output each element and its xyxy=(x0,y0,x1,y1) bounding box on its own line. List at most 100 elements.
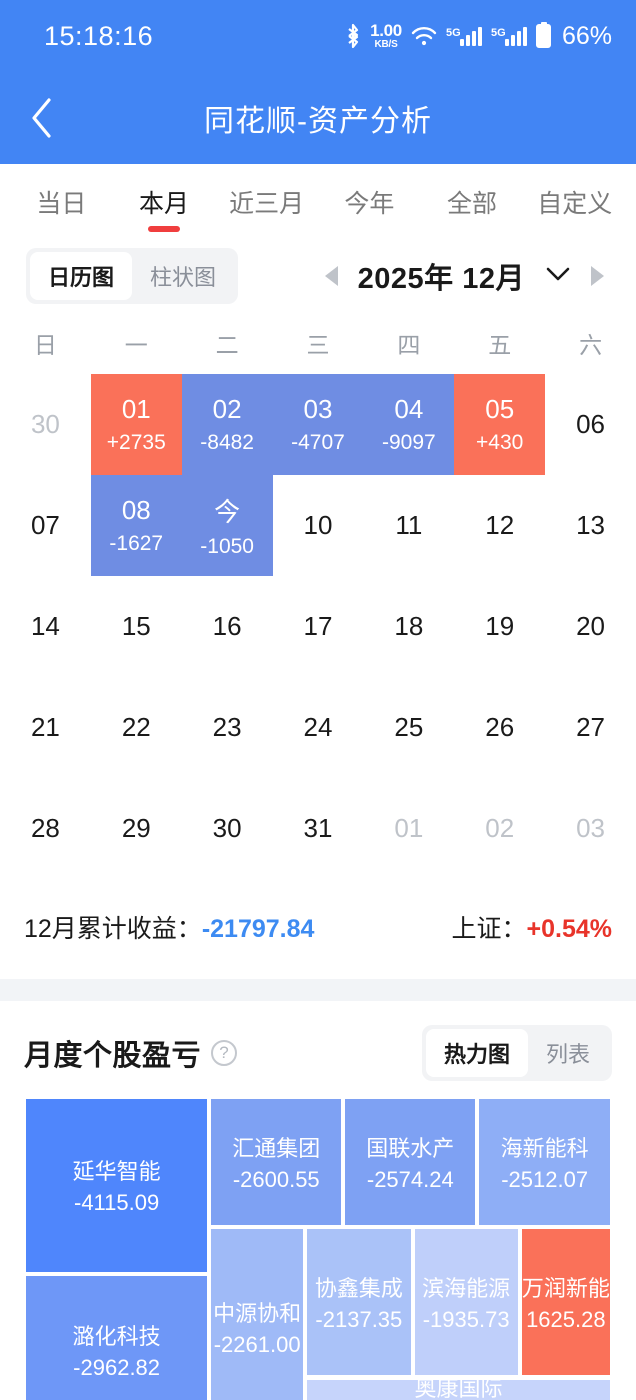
next-month-button[interactable] xyxy=(591,266,604,286)
stock-treemap: 延华智能 -4115.09 潞化科技 -2962.82 汇通集团 -2600.55 国联水产… xyxy=(24,1097,612,1400)
bluetooth-icon xyxy=(345,23,361,49)
chart-view-toggle: 日历图 柱状图 xyxy=(26,248,239,304)
chevron-down-icon xyxy=(545,267,571,286)
calendar-day-cell[interactable]: 06 xyxy=(545,374,636,475)
treemap-tile-value: -2261.00 xyxy=(213,1332,301,1358)
calendar-day-cell[interactable]: 12 xyxy=(454,475,545,576)
treemap-tile[interactable]: 国联水产 -2574.24 xyxy=(343,1097,478,1228)
cumulative-profit-label: 12月累计收益： xyxy=(24,915,202,943)
calendar-day-number: 今 xyxy=(214,497,241,527)
treemap-tile[interactable]: 中源协和 -2261.00 xyxy=(209,1227,306,1400)
view-mode-list[interactable]: 列表 xyxy=(545,1042,590,1067)
treemap-tile[interactable]: 汇通集团 -2600.55 xyxy=(209,1097,344,1228)
calendar-day-cell[interactable]: 23 xyxy=(182,677,273,778)
stock-view-toggle: 热力图 列表 xyxy=(421,1025,612,1081)
calendar-day-cell[interactable]: 04 -9097 xyxy=(363,374,455,475)
calendar-day-cell[interactable]: 02 -8482 xyxy=(181,374,273,475)
sim1-network-label: 5G xyxy=(445,26,461,39)
treemap-tile[interactable]: 滨海能源 -1935.73 xyxy=(412,1227,520,1378)
calendar-day-cell[interactable]: 今 -1050 xyxy=(181,475,273,576)
calendar-day-cell[interactable]: 27 xyxy=(545,677,636,778)
calendar-day-number: 02 xyxy=(485,813,515,843)
month-dropdown-button[interactable] xyxy=(545,266,571,287)
tab-this-year[interactable]: 今年 xyxy=(344,190,395,218)
index-value: +0.54% xyxy=(526,915,613,943)
view-mode-bar-chart[interactable]: 柱状图 xyxy=(150,265,217,290)
view-mode-calendar[interactable]: 日历图 xyxy=(30,252,133,300)
calendar-day-cell[interactable]: 14 xyxy=(0,576,91,677)
tab-all[interactable]: 全部 xyxy=(447,190,498,218)
tab-today[interactable]: 当日 xyxy=(36,190,87,218)
calendar-day-cell[interactable]: 30 xyxy=(182,778,273,879)
calendar-day-cell[interactable]: 28 xyxy=(0,778,91,879)
index-label: 上证： xyxy=(451,915,527,943)
calendar-day-profit: +430 xyxy=(476,431,524,454)
calendar-day-cell[interactable]: 31 xyxy=(273,778,364,879)
tab-custom[interactable]: 自定义 xyxy=(537,190,613,218)
calendar-day-cell[interactable]: 30 xyxy=(0,374,91,475)
calendar-day-cell[interactable]: 15 xyxy=(91,576,182,677)
calendar-day-cell[interactable]: 19 xyxy=(454,576,545,677)
view-mode-heatmap[interactable]: 热力图 xyxy=(425,1029,528,1077)
calendar-day-cell[interactable]: 16 xyxy=(182,576,273,677)
calendar-day-cell[interactable]: 05 +430 xyxy=(454,374,546,475)
calendar-day-cell[interactable]: 20 xyxy=(545,576,636,677)
calendar-day-number: 14 xyxy=(30,611,60,641)
calendar-day-number: 10 xyxy=(303,510,333,540)
calendar-day-number: 22 xyxy=(121,712,151,742)
treemap-tile-name: 潞化科技 xyxy=(72,1324,161,1350)
status-indicators: 1.00 KB/S 5G 5G 66% xyxy=(345,22,612,51)
treemap-tile-value: -2574.24 xyxy=(366,1167,454,1193)
back-chevron-icon xyxy=(30,97,54,139)
weekday-thu: 四 xyxy=(397,332,421,358)
calendar-day-cell[interactable]: 21 xyxy=(0,677,91,778)
calendar-day-number: 11 xyxy=(395,510,423,540)
treemap-tile[interactable]: 万润新能 1625.28 xyxy=(519,1227,612,1378)
back-button[interactable] xyxy=(0,97,84,139)
calendar-day-cell[interactable]: 13 xyxy=(545,475,636,576)
calendar-day-cell[interactable]: 02 xyxy=(454,778,545,879)
network-speed-value: 1.00 xyxy=(370,21,402,40)
calendar-day-cell[interactable]: 25 xyxy=(363,677,454,778)
calendar-day-number: 25 xyxy=(394,712,424,742)
stock-section-header: 月度个股盈亏 ? 热力图 列表 xyxy=(0,1001,636,1097)
page-title: 同花顺-资产分析 xyxy=(204,105,432,138)
tab-this-month[interactable]: 本月 xyxy=(113,164,216,240)
treemap-tile[interactable]: 延华智能 -4115.09 xyxy=(24,1097,210,1274)
calendar-day-number: 29 xyxy=(121,813,151,843)
calendar-day-cell[interactable]: 22 xyxy=(91,677,182,778)
calendar-day-cell[interactable]: 01 xyxy=(363,778,454,879)
calendar-day-cell[interactable]: 01 +2735 xyxy=(90,374,182,475)
calendar-grid: 30 01 +2735 02 -8482 03 -4707 04 -9097 05 +430 06 07… xyxy=(0,374,636,879)
calendar-day-number: 23 xyxy=(212,712,242,742)
calendar-day-cell[interactable]: 17 xyxy=(273,576,364,677)
treemap-tile[interactable]: 潞化科技 -2962.82 xyxy=(24,1273,210,1400)
calendar-day-cell[interactable]: 29 xyxy=(91,778,182,879)
tab-last-three-months[interactable]: 近三月 xyxy=(229,190,305,218)
calendar-day-number: 30 xyxy=(212,813,242,843)
calendar-day-profit: -1050 xyxy=(200,535,254,558)
question-mark-icon[interactable]: ? xyxy=(211,1040,238,1066)
treemap-tile[interactable]: 协鑫集成 -2137.35 xyxy=(305,1227,413,1378)
calendar-day-cell[interactable]: 26 xyxy=(454,677,545,778)
calendar-day-cell[interactable]: 07 xyxy=(0,475,91,576)
calendar-day-cell[interactable]: 03 -4707 xyxy=(272,374,364,475)
calendar-day-cell[interactable]: 08 -1627 xyxy=(90,475,182,576)
treemap-tile-name: 滨海能源 xyxy=(422,1276,511,1302)
treemap-tile[interactable]: 海新能科 -2512.07 xyxy=(477,1097,612,1228)
calendar-day-number: 03 xyxy=(576,813,606,843)
triangle-right-icon xyxy=(591,266,604,286)
treemap-tile-name: 国联水产 xyxy=(366,1136,455,1162)
calendar-day-number: 28 xyxy=(30,813,60,843)
calendar-day-cell[interactable]: 11 xyxy=(363,475,454,576)
calendar-day-cell[interactable]: 03 xyxy=(545,778,636,879)
section-divider xyxy=(0,979,636,1001)
weekday-tue: 二 xyxy=(215,332,239,358)
calendar-day-cell[interactable]: 18 xyxy=(363,576,454,677)
calendar-day-cell[interactable]: 24 xyxy=(273,677,364,778)
calendar-day-cell[interactable]: 10 xyxy=(273,475,364,576)
treemap-tile-value: -2600.55 xyxy=(232,1167,320,1193)
treemap-tile[interactable]: 奥康国际-1353.57 xyxy=(305,1377,612,1400)
prev-month-button[interactable] xyxy=(324,266,338,286)
